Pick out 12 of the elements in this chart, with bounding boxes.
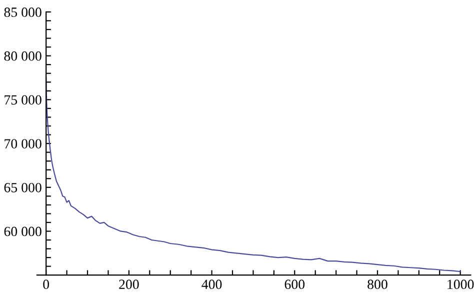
- y-tick-label: 75 000: [4, 95, 42, 105]
- x-tick-label: 1000: [448, 280, 474, 290]
- x-tick-label: 400: [202, 280, 222, 290]
- x-tick-label: 600: [284, 280, 305, 290]
- x-tick-label: 800: [368, 280, 388, 290]
- x-tick-label: 200: [119, 280, 139, 290]
- y-tick-label: 60 000: [4, 226, 42, 236]
- x-tick-label: 0: [43, 280, 50, 290]
- y-tick-label: 65 000: [4, 182, 42, 192]
- y-tick-label: 70 000: [4, 139, 42, 148]
- y-tick-label: 80 000: [4, 51, 42, 61]
- y-tick-label: 85 000: [4, 8, 42, 17]
